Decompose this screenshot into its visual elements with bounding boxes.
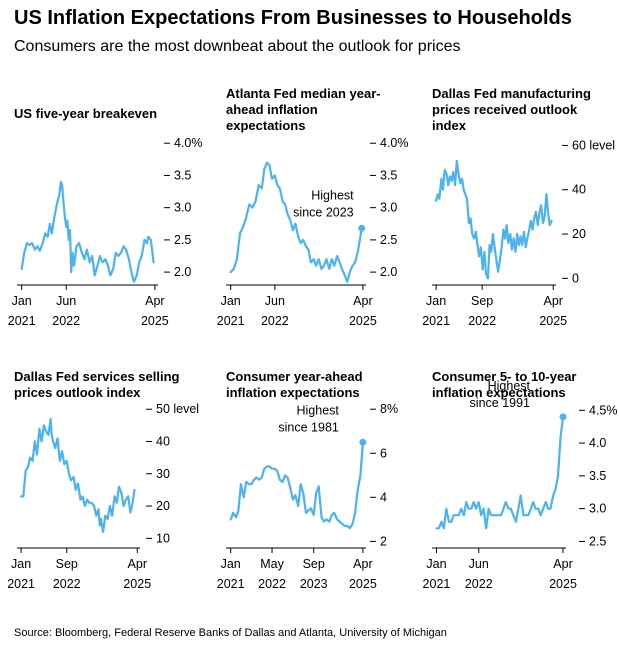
panel-1-y-tick-label-2: 3.0 bbox=[174, 201, 191, 215]
panel-6-y-tick-label-3: 3.0 bbox=[589, 502, 606, 516]
panel-2-x-tick-year-1: 2022 bbox=[261, 314, 289, 328]
panel-6-y-tick-label-2: 3.5 bbox=[589, 469, 606, 483]
panel-4-x-tick-year-2: 2025 bbox=[123, 577, 151, 591]
panel-5-annotation-line-1: since 1981 bbox=[278, 420, 339, 434]
panel-5-x-tick-label-3: Apr bbox=[353, 557, 372, 571]
panel-6-y-tick-label-1: 4.0 bbox=[589, 436, 606, 450]
panel-2-y-tick-label-2: 3.0 bbox=[380, 201, 397, 215]
panel-6-series-line bbox=[435, 415, 565, 530]
panel-3-x-tick-year-2: 2025 bbox=[539, 314, 567, 328]
panel-2-annotation-line-0: Highest bbox=[311, 188, 354, 202]
panel-4-y-tick-label-3: 20 bbox=[156, 499, 170, 513]
panel-4-x-tick-year-1: 2022 bbox=[53, 577, 81, 591]
panel-4-x-tick-label-1: Sep bbox=[56, 557, 78, 571]
panel-6-x-tick-label-1: Jun bbox=[469, 557, 489, 571]
panel-5-series-line bbox=[229, 441, 364, 530]
panel-6-annotation: Highest since 1991 bbox=[470, 379, 531, 410]
panel-5-x-tick-label-0: Jan bbox=[221, 557, 241, 571]
panel-6-x-tick-year-2: 2025 bbox=[549, 577, 577, 591]
panel-2-annotation-line-1: since 2023 bbox=[293, 205, 354, 219]
panel-1-x-tick-year-1: 2022 bbox=[52, 314, 80, 328]
panel-6-y-tick-label-4: 2.5 bbox=[589, 534, 606, 548]
panel-6-annotation-line-1: since 1991 bbox=[470, 396, 531, 410]
panel-1-x-tick-label-1: Jun bbox=[56, 294, 76, 308]
panel-3-x-tick-year-0: 2021 bbox=[422, 314, 450, 328]
panel-6-title: Consumer 5- to 10-year inflation expecta… bbox=[432, 369, 577, 400]
panel-4-y-tick-label-0: 50 level bbox=[156, 402, 199, 416]
panel-1-x-tick-year-0: 2021 bbox=[8, 314, 36, 328]
panel-4-y-tick-label-2: 30 bbox=[156, 467, 170, 481]
panel-4-x-tick-year-0: 2021 bbox=[7, 577, 35, 591]
panel-5-title: Consumer year-ahead inflation expectatio… bbox=[226, 369, 363, 400]
panel-1-x-tick-label-0: Jan bbox=[12, 294, 32, 308]
panel-4-y-tick-label-1: 40 bbox=[156, 435, 170, 449]
panel-6-x-tick-label-2: Apr bbox=[553, 557, 572, 571]
panel-6-annotation-line-0: Highest bbox=[488, 379, 531, 393]
panel-5-x-tick-label-1: May bbox=[260, 557, 284, 571]
panel-4-x-tick-label-2: Apr bbox=[128, 557, 147, 571]
source-note: Source: Bloomberg, Federal Reserve Banks… bbox=[14, 627, 447, 639]
panel-6-x-tick-year-1: 2022 bbox=[465, 577, 493, 591]
panel-5-y-tick-label-2: 4 bbox=[380, 490, 387, 504]
panel-3-y-tick-label-0: 60 level bbox=[572, 138, 615, 152]
panel-5-y-tick-label-0: 8% bbox=[380, 402, 398, 416]
panel-6-y-tick-label-0: 4.5% bbox=[589, 403, 618, 417]
panel-4-series-line bbox=[20, 417, 136, 533]
panel-2-x-tick-label-0: Jan bbox=[221, 294, 241, 308]
panel-5-x-tick-year-0: 2021 bbox=[217, 577, 245, 591]
panel-5-y-tick-label-1: 6 bbox=[380, 446, 387, 460]
panel-1-x-tick-year-2: 2025 bbox=[141, 314, 169, 328]
main-title: US Inflation Expectations From Businesse… bbox=[14, 7, 572, 29]
panel-3-y-tick-label-1: 40 bbox=[572, 183, 586, 197]
panel-2-title: Atlanta Fed median year- ahead inflation… bbox=[226, 86, 381, 133]
panel-1-y-tick-label-3: 2.5 bbox=[174, 233, 191, 247]
panel-1-series-line bbox=[20, 180, 155, 283]
panel-5-x-tick-year-3: 2025 bbox=[349, 577, 377, 591]
panel-3-y-tick-label-2: 20 bbox=[572, 227, 586, 241]
panel-2-y-tick-label-3: 2.5 bbox=[380, 233, 397, 247]
panel-2-series-line bbox=[229, 161, 363, 283]
panel-1-y-tick-label-0: 4.0% bbox=[174, 136, 203, 150]
panel-4-title: Dallas Fed services selling prices outlo… bbox=[14, 369, 180, 400]
panel-5-annotation: Highest since 1981 bbox=[278, 403, 339, 434]
panel-3-x-tick-label-0: Jan bbox=[426, 294, 446, 308]
panel-3-title: Dallas Fed manufacturing prices received… bbox=[432, 86, 591, 133]
panel-3-series-line bbox=[435, 159, 553, 280]
panel-3-x-tick-label-2: Apr bbox=[544, 294, 563, 308]
subtitle: Consumers are the most downbeat about th… bbox=[14, 38, 461, 55]
panel-5-latest-point bbox=[359, 438, 367, 446]
panel-3-y-tick-label-3: 0 bbox=[572, 271, 579, 285]
panel-2-x-tick-year-0: 2021 bbox=[217, 314, 245, 328]
panel-2-latest-point bbox=[358, 224, 366, 232]
panel-2-x-tick-label-2: Apr bbox=[353, 294, 372, 308]
panel-6-x-tick-year-0: 2021 bbox=[423, 577, 451, 591]
panel-1-title: US five-year breakeven bbox=[14, 106, 158, 121]
panel-2-annotation: Highest since 2023 bbox=[293, 188, 354, 219]
panel-2-y-tick-label-0: 4.0% bbox=[380, 136, 409, 150]
panel-3-x-tick-year-1: 2022 bbox=[468, 314, 496, 328]
panel-5-x-tick-label-2: Sep bbox=[303, 557, 325, 571]
panel-2-y-tick-label-1: 3.5 bbox=[380, 168, 397, 182]
panel-5-x-tick-year-1: 2022 bbox=[258, 577, 286, 591]
panel-2-x-tick-year-2: 2025 bbox=[349, 314, 377, 328]
panel-3-x-tick-label-1: Sep bbox=[471, 294, 493, 308]
panel-1-x-tick-label-2: Apr bbox=[145, 294, 164, 308]
panel-6-latest-point bbox=[559, 413, 567, 421]
panel-2-y-tick-label-4: 2.0 bbox=[380, 265, 397, 279]
panel-5-y-tick-label-3: 2 bbox=[380, 534, 387, 548]
panel-6-x-tick-label-0: Jan bbox=[426, 557, 446, 571]
panel-1-y-tick-label-1: 3.5 bbox=[174, 168, 191, 182]
panel-2-x-tick-label-1: Jun bbox=[265, 294, 285, 308]
panel-4-x-tick-label-0: Jan bbox=[11, 557, 31, 571]
panel-4-y-tick-label-4: 10 bbox=[156, 531, 170, 545]
panel-5-x-tick-year-2: 2023 bbox=[300, 577, 328, 591]
panel-1-y-tick-label-4: 2.0 bbox=[174, 265, 191, 279]
panel-5-annotation-line-0: Highest bbox=[296, 403, 339, 417]
